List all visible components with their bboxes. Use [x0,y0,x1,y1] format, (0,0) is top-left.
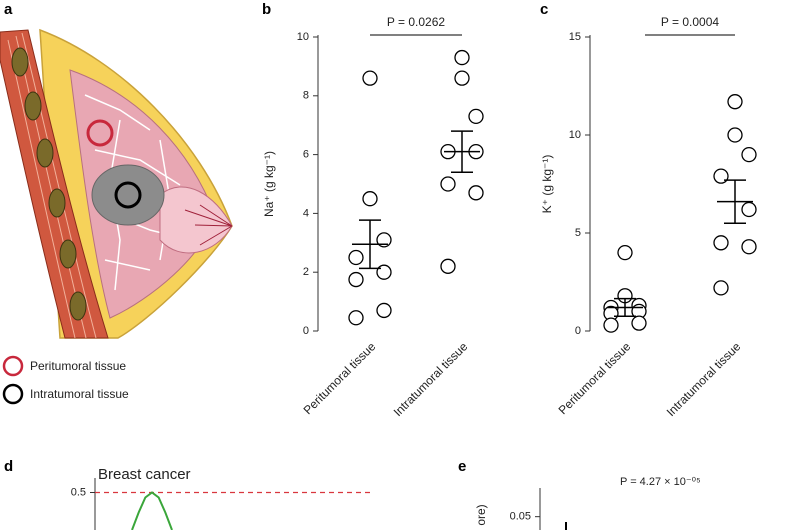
y-tick-label: 8 [303,90,309,102]
y-tick-label: 0.05 [510,511,531,523]
intratumoral-ring [114,181,142,209]
x-tick-label: Peritumoral tissue [301,339,379,417]
data-point [348,249,364,266]
panel-label: b [262,1,271,18]
data-point [741,239,757,255]
data-point [741,146,757,163]
x-tick-label: Intratumoral tissue [664,339,744,419]
y-tick-label: 2 [303,266,309,278]
data-point [348,271,364,288]
ribs [11,47,87,321]
chart-title: Breast cancer [98,466,191,483]
x-tick-label: Peritumoral tissue [556,339,634,417]
data-point [440,258,456,274]
areola-region [159,186,233,254]
p-value: P = 0.0004 [661,15,719,29]
data-point [362,70,378,86]
data-point [713,168,729,184]
data-point [348,310,364,326]
panel-label: d [4,458,13,475]
y-tick-label: 4 [303,207,309,219]
data-point [440,176,456,192]
legend-marker [2,355,24,377]
data-point [741,201,757,218]
panel-label: a [4,1,13,18]
y-tick-label: 10 [297,31,309,43]
ducts [184,204,233,246]
data-point [727,94,743,110]
data-point [727,127,743,143]
breast-illustration [0,28,233,339]
p-value: P = 4.27 × 10⁻⁰⁵ [620,476,701,488]
y-tick-label: 5 [575,227,581,239]
y-tick-label: 6 [303,149,309,161]
data-point [468,108,484,125]
data-point [362,191,378,207]
y-tick-label: 15 [569,31,581,43]
y-tick-label: 0 [303,325,309,337]
panel-label: e [458,458,466,475]
legend-label: Peritumoral tissue [30,359,126,373]
panel-label: c [540,1,548,18]
p-value: P = 0.0262 [387,15,445,29]
data-point [631,315,647,331]
x-tick-label: Intratumoral tissue [391,339,471,419]
y-tick-label: 0 [575,325,581,337]
data-point [454,70,470,86]
tumor [91,164,165,226]
y-tick-label: 10 [569,129,581,141]
y-axis-label: ore) [474,504,488,525]
tissue-lines [84,94,191,291]
data-point [376,232,392,248]
data-point [713,235,729,251]
y-axis-label: K⁺ (g kg⁻¹) [540,155,554,214]
data-point [468,185,484,201]
y-axis-label: Na⁺ (g kg⁻¹) [262,151,276,217]
data-point [376,264,392,280]
data-point [454,49,470,66]
data-point [713,280,729,296]
data-point [376,302,392,319]
data-point [603,317,619,333]
legend-marker [2,383,24,405]
y-tick-label: 0.5 [71,486,86,498]
data-point [617,244,633,261]
curve [131,491,173,530]
legend-label: Intratumoral tissue [30,387,129,401]
peritumoral-ring [86,119,114,147]
